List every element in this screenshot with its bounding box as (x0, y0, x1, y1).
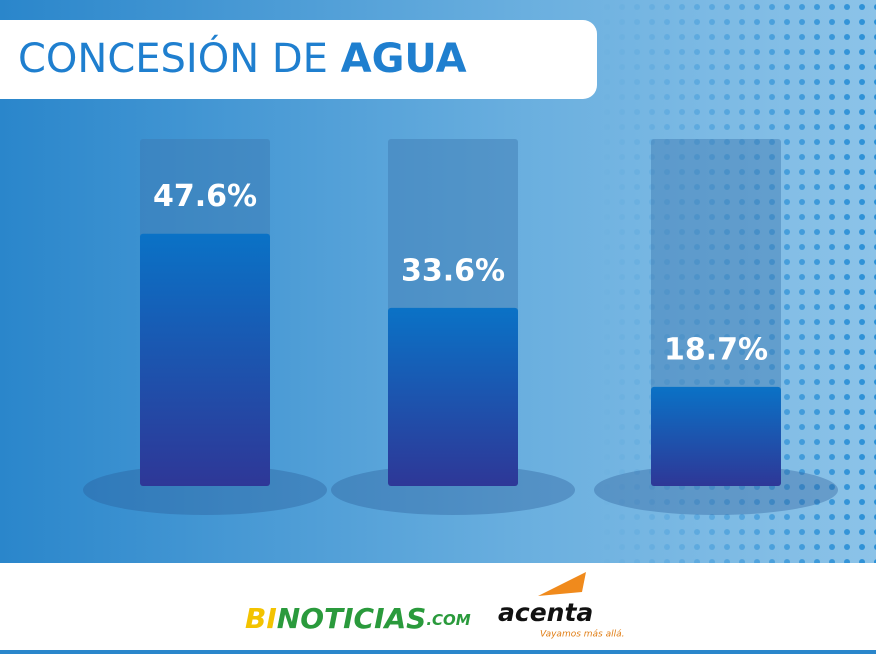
logo-part: NOTICIAS (277, 602, 427, 635)
logo-part: BI (245, 602, 277, 635)
bar (140, 233, 270, 486)
value-label: 47.6% (153, 179, 257, 214)
title-light: CONCESIÓN DE (18, 34, 328, 82)
bars: 47.6% 33.6% 18.7% (83, 139, 838, 515)
logo-part: .COM (426, 611, 470, 629)
value-label: 18.7% (664, 332, 768, 367)
footer (0, 563, 876, 654)
bar (388, 307, 518, 486)
chart-title: CONCESIÓN DE AGUA (18, 34, 467, 82)
logo-tagline: Vayamos más allá. (540, 630, 625, 640)
logo-acenta: acenta (498, 598, 593, 627)
logo-binoticias: BINOTICIAS.COM (245, 602, 471, 635)
title-bold: AGUA (341, 36, 467, 82)
footer-line (0, 650, 876, 654)
logo-swoosh (538, 572, 586, 596)
value-label: 33.6% (401, 253, 505, 288)
bar (651, 386, 781, 486)
title-box (0, 20, 597, 99)
